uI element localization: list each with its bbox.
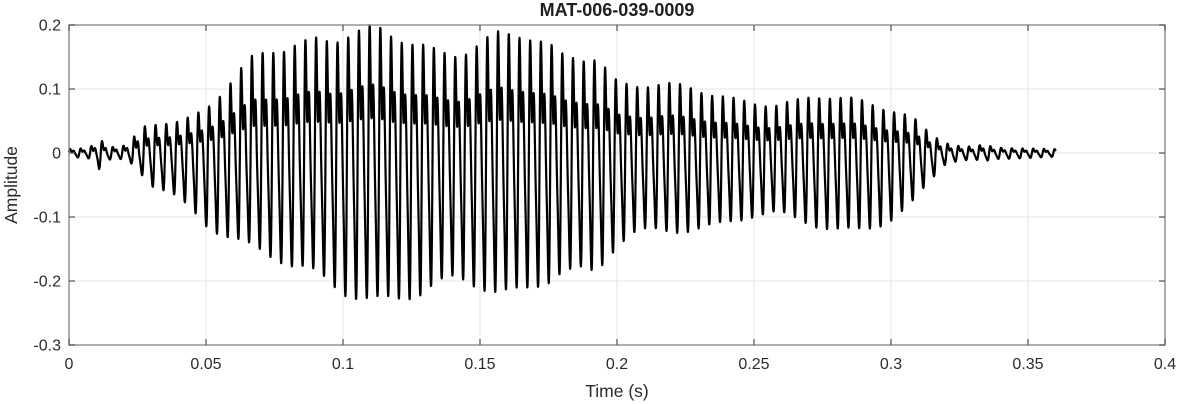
x-axis-label: Time (s) [585, 381, 649, 401]
axis-tick-marks [68, 24, 1166, 346]
y-tick-label: 0 [52, 146, 61, 163]
chart-title: MAT-006-039-0009 [540, 0, 695, 20]
y-tick-label: -0.1 [33, 210, 61, 227]
x-tick-label: 0.2 [606, 356, 628, 373]
x-tick-label: 0.05 [190, 356, 221, 373]
y-tick-label: -0.2 [33, 274, 61, 291]
x-tick-label: 0.4 [1154, 356, 1176, 373]
grid-lines [69, 25, 1165, 345]
x-tick-label: 0.3 [880, 356, 902, 373]
y-tick-label: -0.3 [33, 338, 61, 355]
y-tick-labels: 0.2 0.1 0 -0.1 -0.2 -0.3 [33, 18, 61, 355]
y-tick-label: 0.1 [39, 82, 61, 99]
x-tick-labels: 0 0.05 0.1 0.15 0.2 0.25 0.3 0.35 0.4 [65, 356, 1177, 373]
x-tick-label: 0 [65, 356, 74, 373]
x-tick-label: 0.25 [738, 356, 769, 373]
x-tick-label: 0.15 [464, 356, 495, 373]
x-tick-label: 0.35 [1012, 356, 1043, 373]
y-tick-label: 0.2 [39, 18, 61, 35]
y-axis-label: Amplitude [1, 146, 21, 224]
waveform-line [67, 24, 1057, 301]
x-tick-label: 0.1 [332, 356, 354, 373]
